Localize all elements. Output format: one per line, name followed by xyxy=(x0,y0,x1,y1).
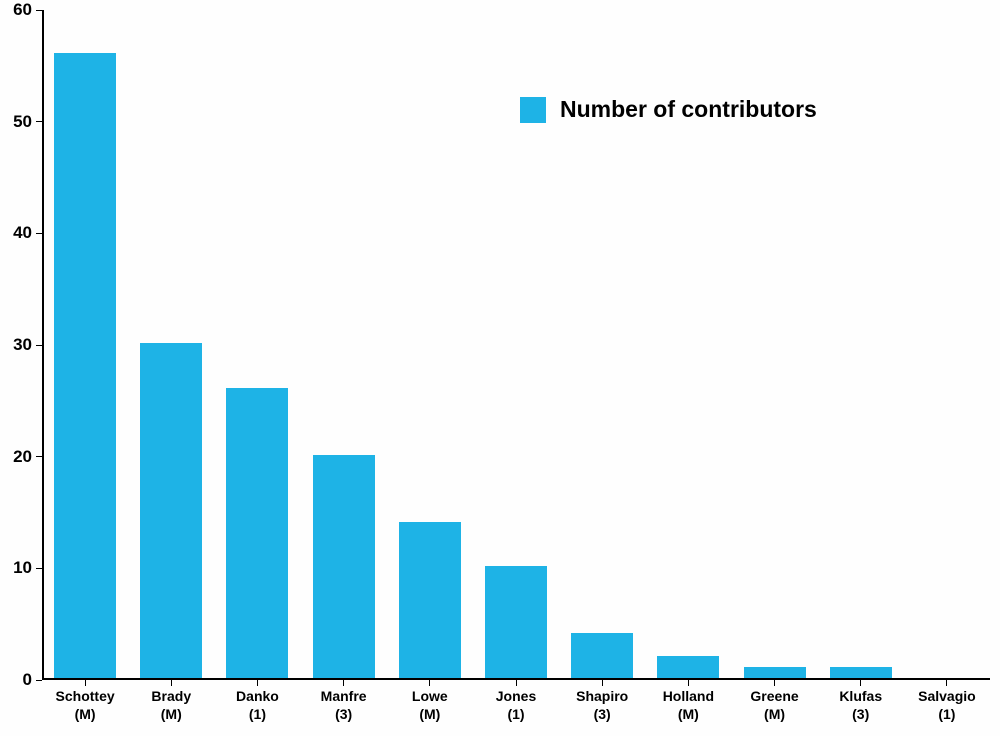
xtick-label-line1: Klufas xyxy=(839,688,882,706)
xtick-label-line1: Greene xyxy=(750,688,798,706)
xtick-label: Salvagio(1) xyxy=(918,680,976,723)
xtick-label-line1: Manfre xyxy=(321,688,367,706)
bar xyxy=(744,667,806,678)
xtick-label-line2: (M) xyxy=(56,706,115,724)
xtick-label-line2: (M) xyxy=(750,706,798,724)
xtick-label-line2: (1) xyxy=(918,706,976,724)
bar xyxy=(54,53,116,678)
legend-label: Number of contributors xyxy=(560,96,817,123)
xtick-label-line2: (M) xyxy=(412,706,448,724)
xtick-label: Greene(M) xyxy=(750,680,798,723)
bar xyxy=(399,522,461,678)
xtick-label: Lowe(M) xyxy=(412,680,448,723)
xtick-label-line1: Brady xyxy=(151,688,191,706)
xtick-label: Brady(M) xyxy=(151,680,191,723)
xtick-label-line1: Danko xyxy=(236,688,279,706)
xtick-label-line1: Salvagio xyxy=(918,688,976,706)
xtick-label: Jones(1) xyxy=(496,680,536,723)
bar xyxy=(226,388,288,678)
xtick-label-line2: (M) xyxy=(663,706,714,724)
bar xyxy=(830,667,892,678)
xtick-label-line1: Lowe xyxy=(412,688,448,706)
xtick-label: Schottey(M) xyxy=(56,680,115,723)
ytick-label: 20 xyxy=(13,447,42,467)
bar xyxy=(657,656,719,678)
xtick-label: Danko(1) xyxy=(236,680,279,723)
xtick-label-line1: Jones xyxy=(496,688,536,706)
xtick-label: Shapiro(3) xyxy=(576,680,628,723)
legend: Number of contributors xyxy=(520,96,817,123)
xtick-label-line2: (3) xyxy=(839,706,882,724)
y-axis xyxy=(42,10,44,680)
bar xyxy=(571,633,633,678)
xtick-label: Klufas(3) xyxy=(839,680,882,723)
ytick-label: 30 xyxy=(13,335,42,355)
contributors-bar-chart: 0102030405060Schottey(M)Brady(M)Danko(1)… xyxy=(0,0,1000,736)
bar xyxy=(313,455,375,678)
ytick-label: 40 xyxy=(13,223,42,243)
ytick-label: 60 xyxy=(13,0,42,20)
xtick-label: Manfre(3) xyxy=(321,680,367,723)
xtick-label-line1: Holland xyxy=(663,688,714,706)
xtick-label-line1: Shapiro xyxy=(576,688,628,706)
legend-swatch xyxy=(520,97,546,123)
plot-area: 0102030405060Schottey(M)Brady(M)Danko(1)… xyxy=(42,10,990,680)
ytick-label: 50 xyxy=(13,112,42,132)
xtick-label-line2: (1) xyxy=(236,706,279,724)
xtick-label-line2: (3) xyxy=(321,706,367,724)
bar xyxy=(485,566,547,678)
bar xyxy=(140,343,202,678)
xtick-label-line2: (M) xyxy=(151,706,191,724)
ytick-label: 0 xyxy=(23,670,42,690)
xtick-label-line2: (3) xyxy=(576,706,628,724)
ytick-label: 10 xyxy=(13,558,42,578)
xtick-label-line2: (1) xyxy=(496,706,536,724)
xtick-label-line1: Schottey xyxy=(56,688,115,706)
xtick-label: Holland(M) xyxy=(663,680,714,723)
